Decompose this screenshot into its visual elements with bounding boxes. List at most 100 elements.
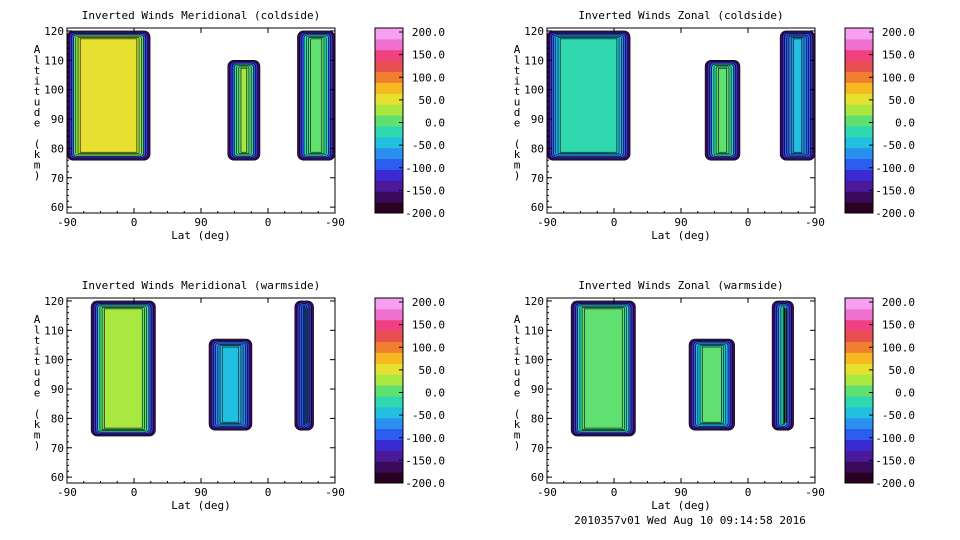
colorbar-swatch bbox=[845, 136, 873, 149]
colorbar-swatch bbox=[375, 341, 403, 353]
data-region-2 bbox=[208, 338, 253, 431]
colorbar-tick-label: -200.0 bbox=[875, 207, 915, 220]
contour-band bbox=[310, 38, 323, 153]
x-tick-label: 0 bbox=[131, 216, 138, 229]
colorbar-tick-label: -150.0 bbox=[875, 454, 915, 467]
colorbar-tick-label: -200.0 bbox=[875, 477, 915, 490]
x-axis-label: Lat (deg) bbox=[171, 229, 231, 242]
colorbar-tick-label: 200.0 bbox=[412, 296, 445, 309]
y-tick-label: 110 bbox=[44, 54, 64, 67]
x-axis-label: Lat (deg) bbox=[171, 499, 231, 512]
y-tick-label: 110 bbox=[524, 54, 544, 67]
colorbar-tick-label: 0.0 bbox=[895, 387, 915, 400]
colorbar-swatch bbox=[375, 374, 403, 386]
colorbar-swatch bbox=[845, 104, 873, 116]
colorbar-tick-label: 200.0 bbox=[882, 26, 915, 39]
y-tick-label: 110 bbox=[44, 324, 64, 337]
x-axis-label: Lat (deg) bbox=[651, 229, 711, 242]
y-tick-label: 90 bbox=[51, 113, 64, 126]
colorbar-swatch bbox=[375, 385, 403, 397]
colorbar-tick-label: -50.0 bbox=[412, 139, 445, 152]
contour-band bbox=[79, 38, 138, 153]
colorbar-tick-label: 150.0 bbox=[412, 319, 445, 332]
contour-band bbox=[718, 67, 728, 153]
colorbar-swatch bbox=[845, 147, 873, 160]
y-tick-label: 100 bbox=[44, 354, 64, 367]
data-region-1 bbox=[546, 30, 631, 161]
colorbar-swatch bbox=[845, 28, 873, 40]
colorbar-swatch bbox=[375, 104, 403, 116]
data-region-2 bbox=[688, 338, 735, 431]
colorbar-swatch bbox=[845, 450, 873, 462]
y-tick-label: 80 bbox=[51, 412, 64, 425]
colorbar-swatch bbox=[845, 428, 873, 440]
colorbar-tick-label: 50.0 bbox=[419, 364, 446, 377]
colorbar-tick-label: -200.0 bbox=[405, 477, 445, 490]
data-region-3 bbox=[779, 30, 816, 161]
data-region-2 bbox=[227, 60, 261, 161]
colorbar-swatch bbox=[845, 439, 873, 451]
colorbar: 200.0 150.0 100.0 50.0 0.0 -50.0 -100.0 -150.0 -… bbox=[374, 26, 445, 220]
colorbar-swatch bbox=[845, 158, 873, 170]
colorbar-swatch bbox=[845, 93, 873, 105]
colorbar-swatch bbox=[845, 191, 873, 203]
colorbar-tick-label: 150.0 bbox=[882, 319, 915, 332]
contour-band bbox=[240, 67, 248, 153]
x-tick-label: -90 bbox=[57, 216, 77, 229]
x-axis-label: Lat (deg) bbox=[651, 499, 711, 512]
x-tick-label: 90 bbox=[194, 216, 207, 229]
contour-band bbox=[785, 308, 787, 423]
colorbar-swatch bbox=[845, 417, 873, 430]
colorbar-tick-label: 100.0 bbox=[412, 341, 445, 354]
colorbar-tick-label: -100.0 bbox=[875, 162, 915, 175]
colorbar-swatch bbox=[845, 406, 873, 419]
colorbar-swatch bbox=[375, 28, 403, 40]
colorbar-tick-label: -100.0 bbox=[405, 162, 445, 175]
colorbar-swatch bbox=[375, 472, 403, 484]
colorbar-tick-label: -50.0 bbox=[412, 409, 445, 422]
colorbar-swatch bbox=[845, 115, 873, 127]
x-tick-label: 0 bbox=[745, 486, 752, 499]
contour-band bbox=[307, 308, 310, 423]
x-tick-label: 0 bbox=[265, 486, 272, 499]
colorbar-frame bbox=[374, 27, 404, 214]
colorbar-tick-label: -150.0 bbox=[875, 184, 915, 197]
colorbar-swatch bbox=[845, 60, 873, 73]
y-tick-label: 80 bbox=[531, 142, 544, 155]
colorbar-swatch bbox=[845, 363, 873, 375]
y-tick-label: 100 bbox=[524, 84, 544, 97]
y-tick-label: 120 bbox=[524, 295, 544, 308]
colorbar: 200.0 150.0 100.0 50.0 0.0 -50.0 -100.0 -150.0 -… bbox=[844, 296, 915, 490]
y-tick-label: 70 bbox=[531, 442, 544, 455]
colorbar-swatch bbox=[375, 147, 403, 160]
colorbar-swatch bbox=[845, 341, 873, 353]
x-tick-label: -90 bbox=[325, 216, 345, 229]
colorbar-tick-label: 0.0 bbox=[895, 117, 915, 130]
colorbar-swatch bbox=[845, 298, 873, 310]
colorbar-swatch bbox=[375, 428, 403, 440]
colorbar-swatch bbox=[845, 180, 873, 192]
colorbar-swatch bbox=[375, 71, 403, 83]
y-tick-label: 70 bbox=[51, 442, 64, 455]
y-tick-label: 60 bbox=[51, 201, 64, 214]
colorbar-swatch bbox=[375, 38, 403, 51]
contour-band bbox=[793, 38, 803, 153]
chart-title: Inverted Winds Zonal (coldside) bbox=[578, 9, 783, 22]
y-tick-label: 120 bbox=[44, 25, 64, 38]
chart-panel-2: Inverted Winds Zonal (coldside) 60 70 80 90 1… bbox=[514, 9, 915, 242]
colorbar-swatch bbox=[375, 308, 403, 321]
colorbar-tick-label: 100.0 bbox=[882, 71, 915, 84]
y-tick-label: 110 bbox=[524, 324, 544, 337]
y-tick-label: 80 bbox=[51, 142, 64, 155]
colorbar-swatch bbox=[845, 352, 873, 364]
colorbar-swatch bbox=[375, 363, 403, 375]
colorbar-frame bbox=[844, 27, 874, 214]
colorbar-swatch bbox=[375, 180, 403, 192]
colorbar-tick-label: -50.0 bbox=[882, 409, 915, 422]
chart-panel-3: Inverted Winds Meridional (warmside) 60 70… bbox=[34, 279, 445, 512]
colorbar-swatch bbox=[375, 49, 403, 62]
colorbar-swatch bbox=[375, 395, 403, 408]
